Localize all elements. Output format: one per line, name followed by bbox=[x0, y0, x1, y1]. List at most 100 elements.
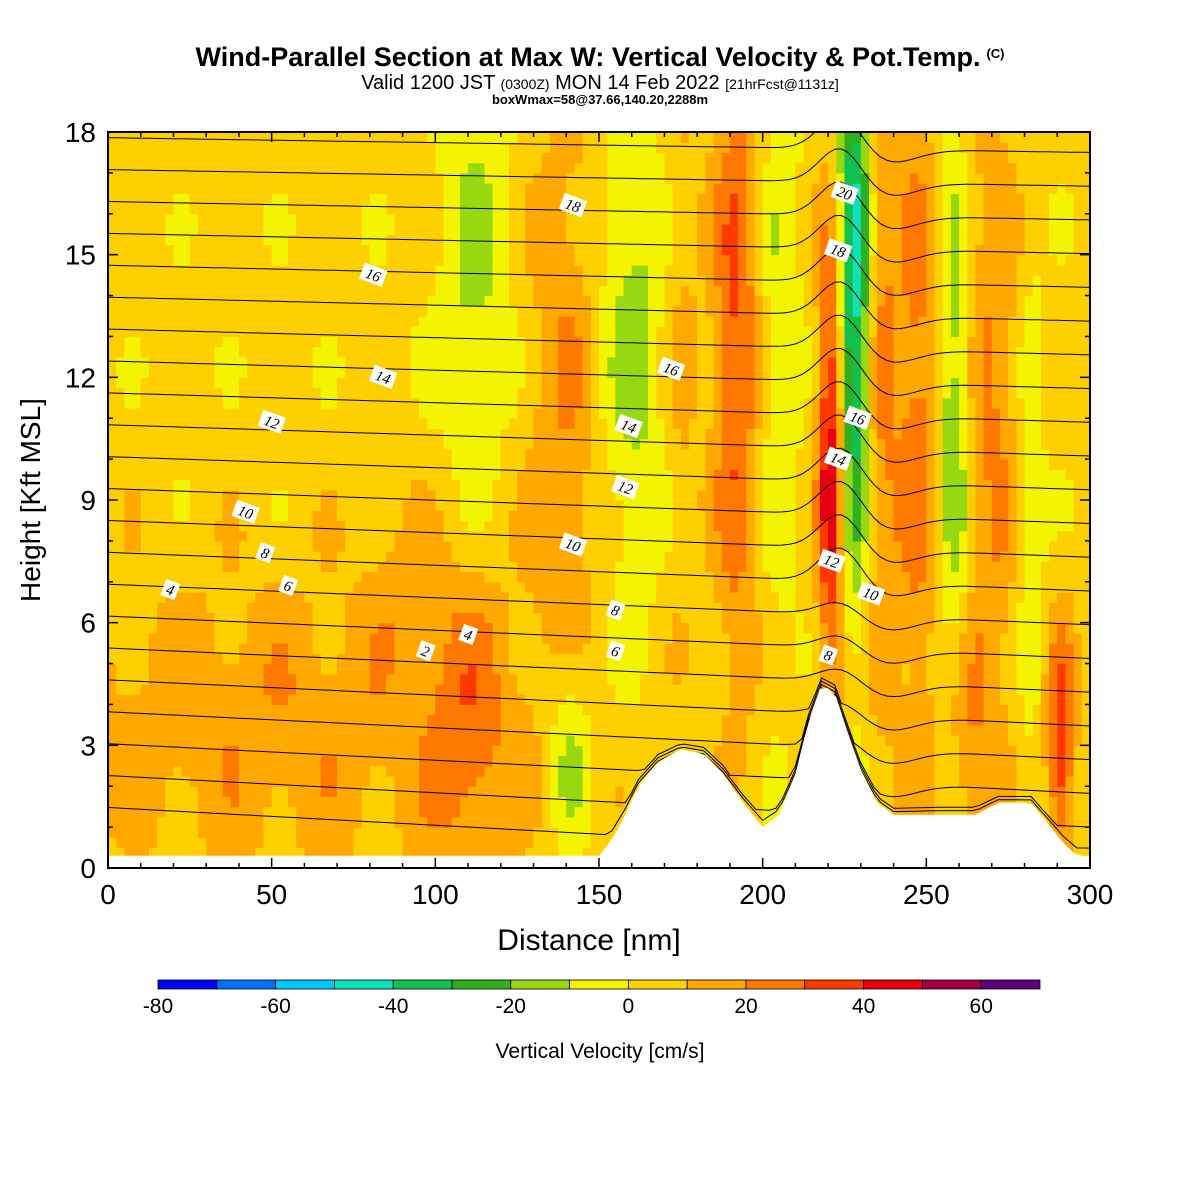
w-cell bbox=[648, 377, 657, 389]
w-cell bbox=[304, 132, 314, 143]
w-cell bbox=[533, 387, 543, 399]
w-cell bbox=[296, 397, 305, 409]
w-cell bbox=[549, 592, 559, 603]
w-cell bbox=[230, 684, 240, 695]
w-cell bbox=[296, 735, 305, 746]
w-cell bbox=[549, 837, 559, 849]
w-cell bbox=[214, 632, 224, 644]
w-cell bbox=[255, 694, 265, 705]
w-cell bbox=[476, 632, 486, 644]
w-cell bbox=[623, 755, 633, 767]
w-cell bbox=[148, 234, 158, 245]
w-cell bbox=[238, 632, 248, 644]
w-cell bbox=[320, 326, 330, 337]
w-cell bbox=[639, 592, 649, 603]
w-cell bbox=[124, 612, 134, 624]
w-cell bbox=[566, 776, 576, 787]
w-cell bbox=[500, 612, 510, 624]
w-cell bbox=[607, 806, 616, 818]
w-cell bbox=[337, 346, 346, 358]
w-cell bbox=[500, 530, 510, 542]
w-cell bbox=[419, 448, 428, 460]
w-cell bbox=[484, 847, 494, 859]
w-cell bbox=[451, 305, 461, 317]
w-cell bbox=[443, 551, 453, 562]
w-cell bbox=[296, 816, 305, 828]
w-cell bbox=[566, 285, 576, 297]
w-cell bbox=[378, 837, 387, 849]
w-cell bbox=[443, 387, 453, 399]
w-cell bbox=[435, 479, 445, 491]
w-cell bbox=[247, 162, 256, 174]
w-cell bbox=[165, 520, 175, 532]
w-cell bbox=[304, 346, 314, 358]
w-cell bbox=[353, 285, 363, 297]
w-cell bbox=[337, 489, 346, 501]
w-cell bbox=[345, 305, 355, 317]
w-cell bbox=[500, 254, 510, 266]
w-cell bbox=[509, 643, 518, 654]
w-cell bbox=[639, 193, 649, 205]
w-cell bbox=[369, 806, 379, 818]
w-cell bbox=[279, 142, 289, 153]
w-cell bbox=[329, 336, 338, 348]
w-cell bbox=[116, 295, 125, 307]
w-cell bbox=[222, 377, 232, 389]
w-cell bbox=[541, 224, 551, 235]
w-cell bbox=[189, 408, 199, 419]
w-cell bbox=[148, 735, 158, 746]
w-cell bbox=[459, 837, 469, 849]
w-cell bbox=[214, 735, 224, 746]
w-cell bbox=[631, 234, 641, 245]
w-cell bbox=[402, 193, 412, 205]
w-cell bbox=[492, 837, 502, 849]
w-cell bbox=[361, 377, 371, 389]
w-cell bbox=[459, 295, 469, 307]
w-cell bbox=[484, 438, 494, 450]
w-cell bbox=[566, 316, 576, 327]
w-cell bbox=[590, 305, 600, 317]
w-cell bbox=[443, 438, 453, 450]
w-cell bbox=[558, 254, 567, 266]
w-cell bbox=[541, 786, 551, 797]
w-cell bbox=[369, 142, 379, 153]
w-cell bbox=[247, 193, 256, 205]
w-cell bbox=[419, 213, 428, 225]
w-cell bbox=[214, 847, 224, 859]
w-cell bbox=[329, 295, 338, 307]
w-cell bbox=[198, 806, 207, 818]
w-cell bbox=[623, 408, 633, 419]
w-cell bbox=[574, 397, 584, 409]
w-cell bbox=[443, 367, 453, 378]
w-cell bbox=[189, 367, 199, 378]
w-cell bbox=[238, 326, 248, 337]
w-cell bbox=[255, 132, 265, 143]
w-cell bbox=[468, 438, 477, 450]
w-cell bbox=[468, 183, 477, 194]
w-cell bbox=[271, 448, 281, 460]
w-cell bbox=[369, 592, 379, 603]
w-cell bbox=[271, 776, 281, 787]
w-cell bbox=[590, 571, 600, 583]
w-cell bbox=[124, 663, 134, 675]
w-cell bbox=[222, 172, 232, 184]
w-cell bbox=[615, 530, 625, 542]
w-cell bbox=[214, 346, 224, 358]
w-cell bbox=[157, 418, 166, 429]
w-cell bbox=[230, 428, 240, 440]
w-cell bbox=[206, 469, 215, 481]
w-cell bbox=[378, 684, 387, 695]
w-cell bbox=[419, 776, 428, 787]
w-cell bbox=[484, 142, 494, 153]
w-cell bbox=[582, 305, 592, 317]
w-cell bbox=[443, 500, 453, 511]
w-cell bbox=[468, 714, 477, 726]
w-cell bbox=[639, 203, 649, 215]
w-cell bbox=[279, 816, 289, 828]
w-cell bbox=[157, 295, 166, 307]
w-cell bbox=[599, 479, 608, 491]
w-cell bbox=[230, 367, 240, 378]
w-cell bbox=[656, 244, 666, 256]
w-cell bbox=[345, 735, 355, 746]
w-cell bbox=[574, 827, 584, 838]
